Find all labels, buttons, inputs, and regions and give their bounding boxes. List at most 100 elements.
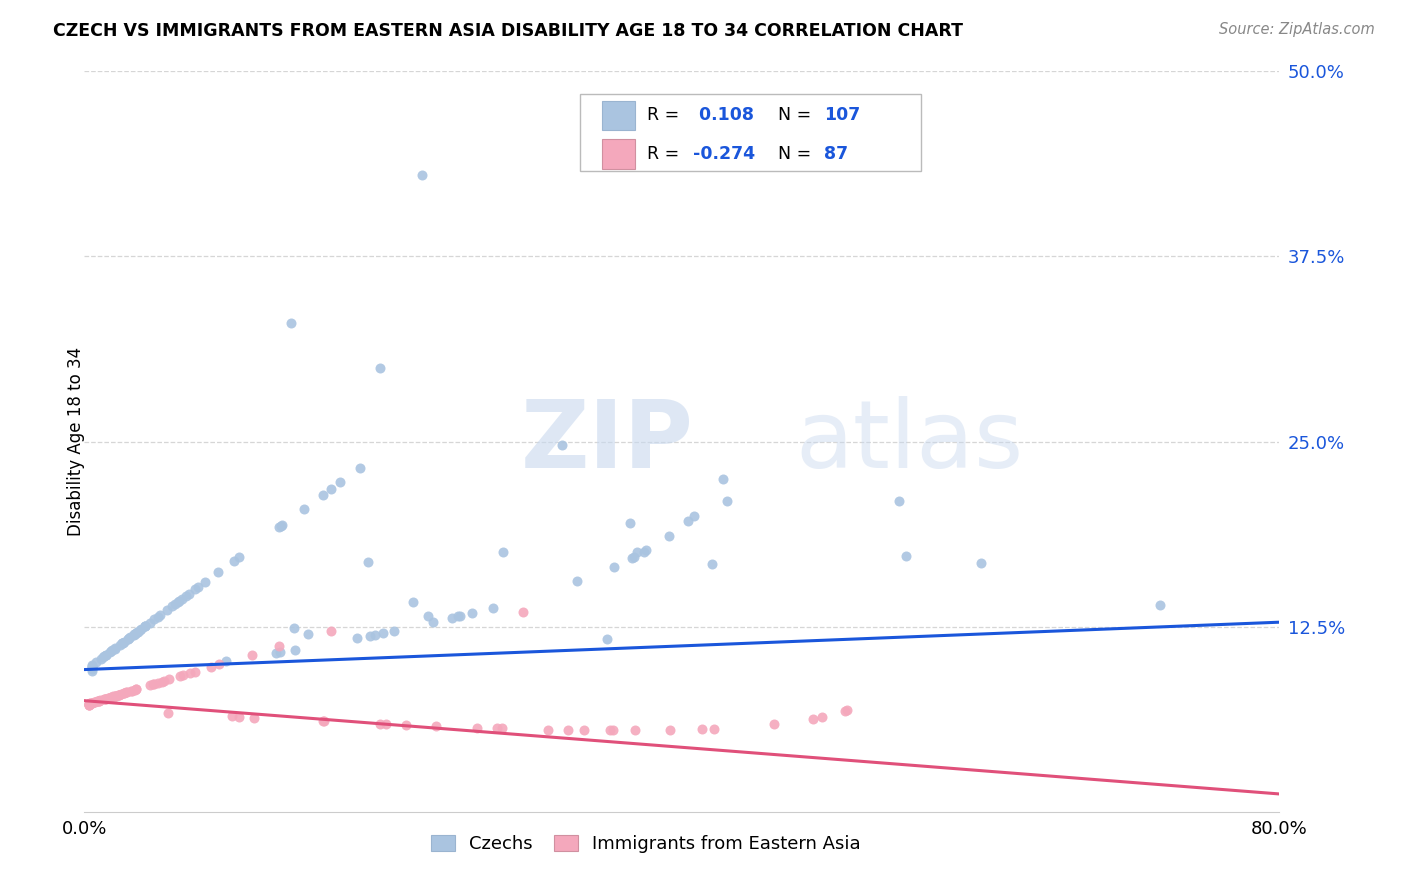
Point: [77, 697, 100, 711]
Point: [125, 682, 148, 697]
Point: [537, 723, 560, 737]
Point: [440, 611, 463, 625]
Point: [104, 689, 127, 703]
Point: [676, 515, 699, 529]
Point: [103, 689, 125, 703]
Point: [312, 714, 335, 729]
Point: [167, 594, 190, 608]
Point: [94, 691, 117, 706]
Point: [565, 574, 588, 589]
Point: [623, 549, 645, 564]
Point: [142, 677, 165, 691]
Point: [80, 659, 103, 673]
Point: [283, 622, 305, 636]
Point: [267, 520, 290, 534]
Legend: Czechs, Immigrants from Eastern Asia: Czechs, Immigrants from Eastern Asia: [426, 830, 866, 858]
Point: [208, 657, 231, 672]
Point: [142, 677, 165, 691]
Point: [146, 609, 169, 624]
Point: [492, 545, 515, 559]
Point: [121, 683, 143, 698]
Point: [215, 654, 238, 668]
Point: [146, 676, 169, 690]
Point: [834, 704, 856, 718]
Point: [402, 595, 425, 609]
Point: [82, 658, 104, 673]
Point: [143, 612, 166, 626]
Point: [411, 168, 433, 182]
Point: [80, 660, 103, 674]
Point: [117, 632, 139, 646]
Point: [557, 723, 579, 737]
Point: [162, 599, 184, 613]
Point: [619, 516, 641, 530]
Point: [177, 587, 200, 601]
Point: [134, 619, 156, 633]
FancyBboxPatch shape: [602, 139, 636, 169]
Point: [200, 660, 222, 674]
Point: [112, 686, 135, 700]
Point: [97, 690, 120, 705]
Point: [111, 636, 134, 650]
Point: [80, 664, 103, 678]
Point: [118, 630, 141, 644]
Point: [174, 589, 197, 603]
Point: [357, 555, 380, 569]
Point: [79, 697, 101, 711]
Point: [104, 641, 127, 656]
Point: [77, 698, 100, 712]
Point: [110, 687, 132, 701]
Point: [77, 697, 100, 711]
Text: R =: R =: [647, 106, 685, 124]
Point: [716, 493, 738, 508]
Point: [79, 697, 101, 711]
Y-axis label: Disability Age 18 to 34: Disability Age 18 to 34: [67, 347, 84, 536]
Point: [222, 554, 245, 568]
Point: [1149, 598, 1171, 612]
Point: [465, 721, 488, 735]
Point: [801, 712, 824, 726]
Point: [321, 624, 343, 638]
Point: [512, 605, 534, 619]
Point: [149, 608, 172, 623]
Point: [125, 682, 148, 697]
Point: [129, 622, 152, 636]
Point: [970, 556, 993, 570]
Point: [128, 623, 150, 637]
Point: [97, 690, 120, 705]
Point: [172, 668, 194, 682]
Point: [80, 660, 103, 674]
Point: [763, 717, 786, 731]
Point: [425, 719, 447, 733]
Point: [368, 716, 391, 731]
Point: [94, 692, 117, 706]
Point: [82, 696, 104, 710]
Point: [156, 603, 179, 617]
Point: [94, 691, 117, 706]
Point: [329, 475, 352, 490]
Point: [659, 723, 682, 737]
Point: [266, 646, 288, 660]
Point: [125, 625, 148, 640]
Point: [596, 632, 619, 646]
Point: [179, 666, 201, 681]
Point: [166, 595, 188, 609]
Point: [103, 690, 125, 704]
Point: [104, 689, 127, 703]
Point: [93, 692, 115, 706]
Point: [77, 698, 100, 712]
Point: [96, 648, 118, 662]
Point: [374, 717, 396, 731]
Point: [94, 648, 117, 662]
Point: [228, 549, 250, 564]
Point: [111, 636, 134, 650]
Point: [150, 674, 173, 689]
Point: [368, 360, 391, 375]
Point: [117, 685, 139, 699]
Point: [422, 615, 444, 630]
Point: [485, 721, 508, 735]
Point: [89, 693, 111, 707]
Point: [207, 566, 229, 580]
Point: [134, 619, 156, 633]
Point: [89, 693, 111, 707]
